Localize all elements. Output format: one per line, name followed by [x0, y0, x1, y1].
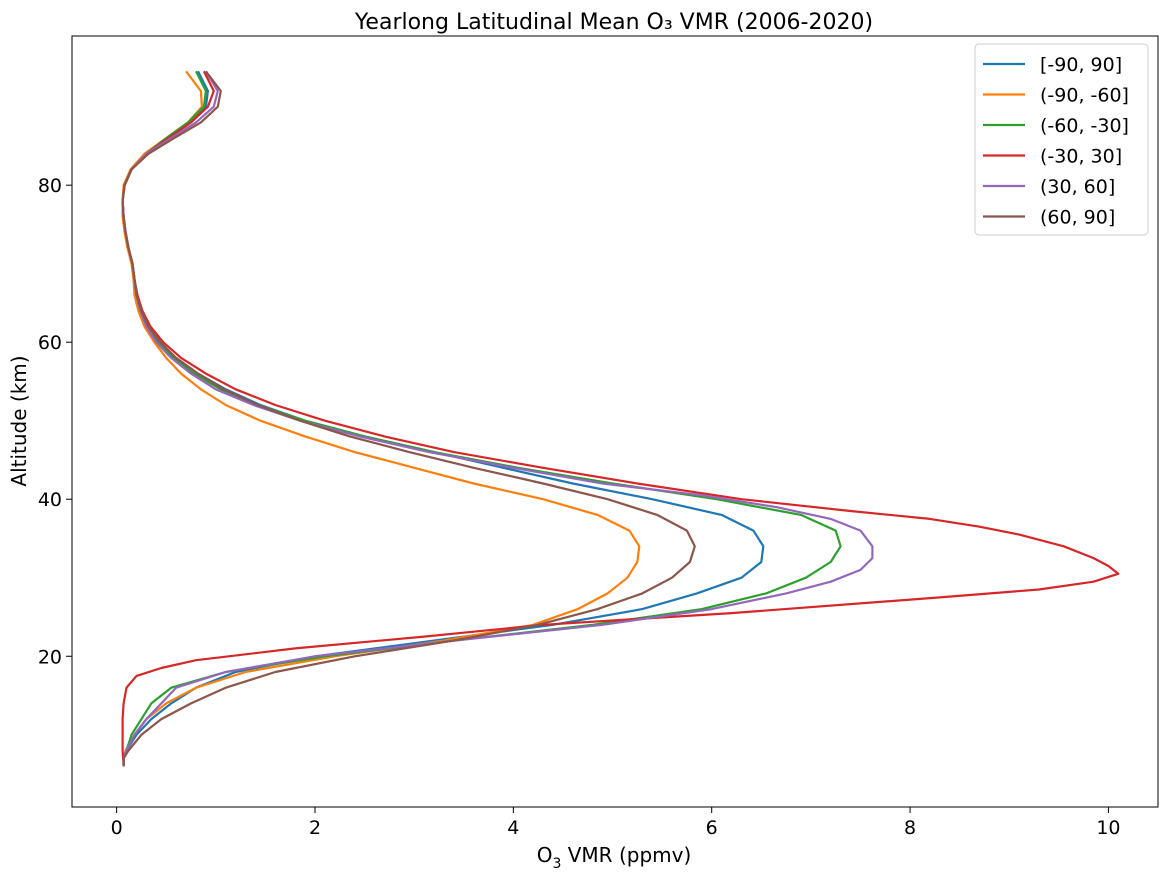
legend-entry: (-60, -30]	[1040, 115, 1129, 137]
y-axis: 20 40 60 80	[38, 175, 72, 668]
x-axis-label-subscript: 3	[552, 856, 561, 872]
series-lines	[121, 70, 1120, 767]
legend-entry: (-30, 30]	[1040, 146, 1122, 168]
x-tick-label: 10	[1096, 817, 1120, 839]
x-axis-label: O3 VMR (ppmv)	[537, 843, 692, 872]
x-tick-label: 0	[111, 817, 123, 839]
y-tick-label: 60	[38, 332, 62, 354]
y-tick-label: 40	[38, 489, 62, 511]
legend-box	[974, 43, 1149, 236]
y-tick-label: 80	[38, 175, 62, 197]
y-tick-label: 20	[38, 646, 62, 668]
legend-entry: (30, 60]	[1040, 176, 1115, 198]
legend: [-90, 90] (-90, -60] (-60, -30] (-30, 30] (3…	[974, 43, 1149, 236]
series-line-5	[121, 70, 696, 767]
x-axis-label-rest: VMR (ppmv)	[561, 843, 691, 867]
legend-entry: [-90, 90]	[1040, 54, 1122, 76]
plot-frame	[71, 35, 1159, 808]
x-tick-label: 2	[309, 817, 321, 839]
x-tick-label: 4	[507, 817, 519, 839]
y-axis-label: Altitude (km)	[7, 355, 31, 486]
legend-entry: (60, 90]	[1040, 207, 1115, 229]
chart-title: Yearlong Latitudinal Mean O₃ VMR (2006-2…	[354, 10, 873, 35]
legend-entry: (-90, -60]	[1040, 85, 1129, 107]
x-axis-label-main: O	[537, 843, 553, 867]
x-tick-label: 6	[706, 817, 718, 839]
x-tick-label: 8	[904, 817, 916, 839]
x-axis: 0 2 4 6 8 10	[111, 807, 1121, 839]
